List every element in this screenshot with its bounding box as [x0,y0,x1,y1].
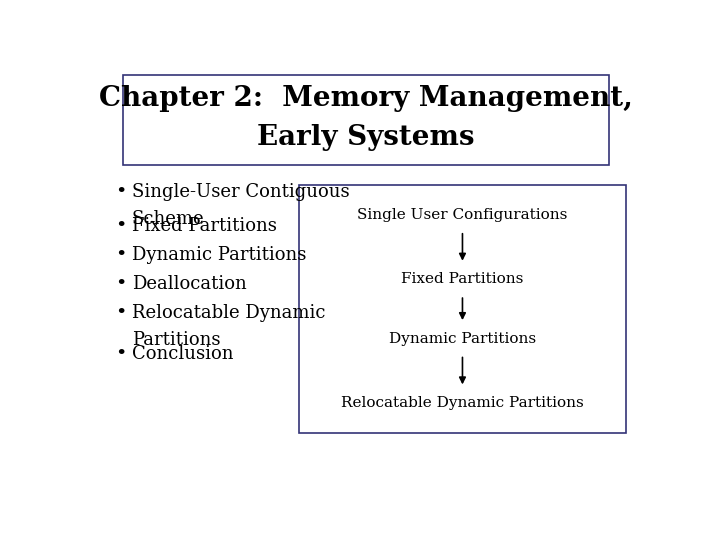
Text: Scheme: Scheme [132,211,204,228]
Text: •: • [115,183,127,201]
Text: •: • [115,275,127,293]
Text: Fixed Partitions: Fixed Partitions [401,272,523,286]
Text: •: • [115,217,127,234]
Text: Single-User Contiguous: Single-User Contiguous [132,183,349,201]
Text: Chapter 2:  Memory Management,: Chapter 2: Memory Management, [99,85,633,112]
Text: Dynamic Partitions: Dynamic Partitions [132,246,306,264]
Text: •: • [115,304,127,322]
Text: Early Systems: Early Systems [258,124,475,151]
Text: Single User Configurations: Single User Configurations [357,208,567,222]
Text: •: • [115,246,127,264]
Text: Dynamic Partitions: Dynamic Partitions [389,332,536,346]
Text: •: • [115,346,127,363]
FancyBboxPatch shape [124,75,609,165]
Text: Fixed Partitions: Fixed Partitions [132,217,276,234]
Text: Relocatable Dynamic Partitions: Relocatable Dynamic Partitions [341,396,584,410]
Text: Partitions: Partitions [132,331,220,349]
Text: Deallocation: Deallocation [132,275,246,293]
FancyBboxPatch shape [300,185,626,433]
Text: Relocatable Dynamic: Relocatable Dynamic [132,304,325,322]
Text: Conclusion: Conclusion [132,346,233,363]
